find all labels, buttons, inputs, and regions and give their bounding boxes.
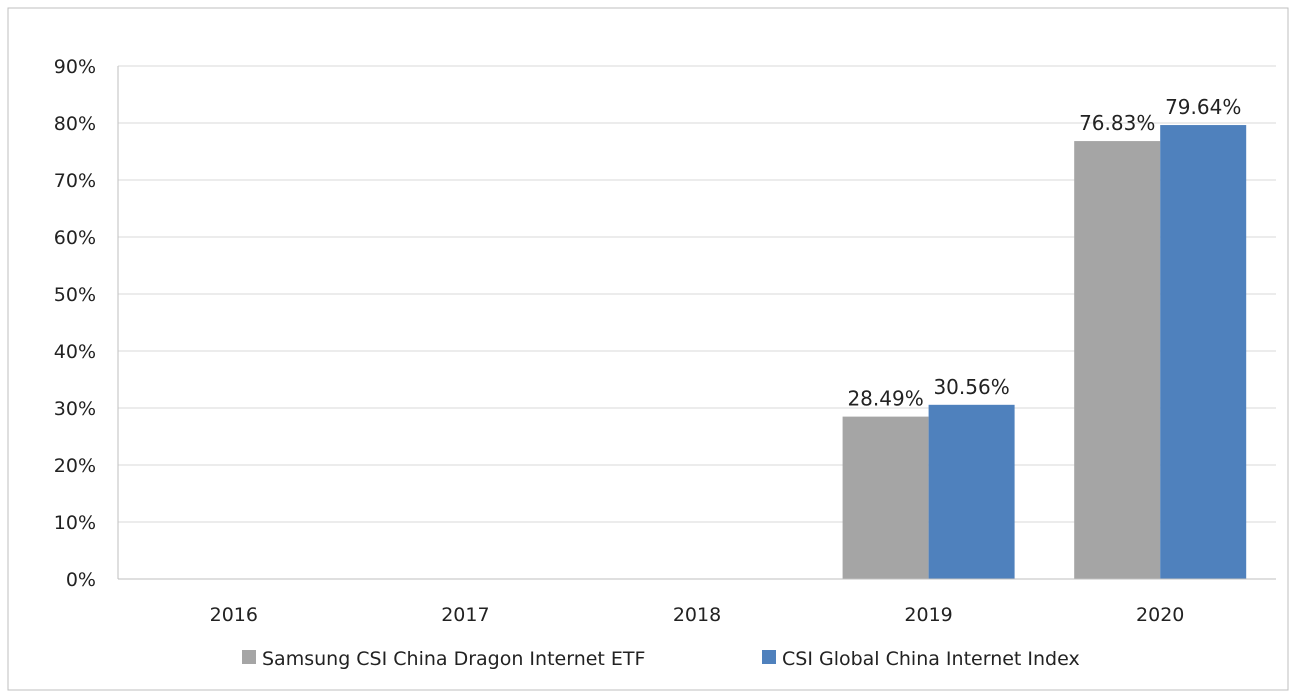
data-label: 30.56% xyxy=(933,375,1009,399)
y-axis-tick-labels: 0% 10% 20% 30% 40% 50% 60% 70% 80% 90% xyxy=(54,56,96,591)
y-tick-label: 70% xyxy=(54,170,96,192)
data-label: 79.64% xyxy=(1165,95,1241,119)
x-category-label: 2018 xyxy=(673,604,721,626)
y-tick-label: 40% xyxy=(54,341,96,363)
y-tick-label: 50% xyxy=(54,284,96,306)
y-tick-label: 60% xyxy=(54,227,96,249)
axes xyxy=(117,66,1276,580)
bar xyxy=(1074,141,1161,579)
legend-swatch xyxy=(242,650,256,664)
y-tick-label: 20% xyxy=(54,455,96,477)
y-tick-label: 10% xyxy=(54,512,96,534)
bars xyxy=(842,125,1247,579)
legend-label: CSI Global China Internet Index xyxy=(782,648,1080,670)
legend-swatch xyxy=(762,650,776,664)
x-axis-category-labels: 2016 2017 2018 2019 2020 xyxy=(210,604,1185,626)
x-category-label: 2016 xyxy=(210,604,258,626)
legend-label: Samsung CSI China Dragon Internet ETF xyxy=(262,648,645,670)
x-category-label: 2020 xyxy=(1136,604,1184,626)
data-label: 28.49% xyxy=(847,387,923,411)
x-category-label: 2019 xyxy=(904,604,952,626)
x-category-label: 2017 xyxy=(441,604,489,626)
data-label: 76.83% xyxy=(1079,111,1155,135)
bar xyxy=(1160,125,1247,579)
y-tick-label: 90% xyxy=(54,56,96,78)
legend: Samsung CSI China Dragon Internet ETF CSI… xyxy=(242,648,1080,670)
bar xyxy=(842,416,929,579)
y-tick-label: 80% xyxy=(54,113,96,135)
y-tick-label: 0% xyxy=(66,569,96,591)
bar xyxy=(928,404,1015,579)
data-labels: 28.49% 30.56% 76.83% 79.64% xyxy=(847,95,1241,411)
y-tick-label: 30% xyxy=(54,398,96,420)
